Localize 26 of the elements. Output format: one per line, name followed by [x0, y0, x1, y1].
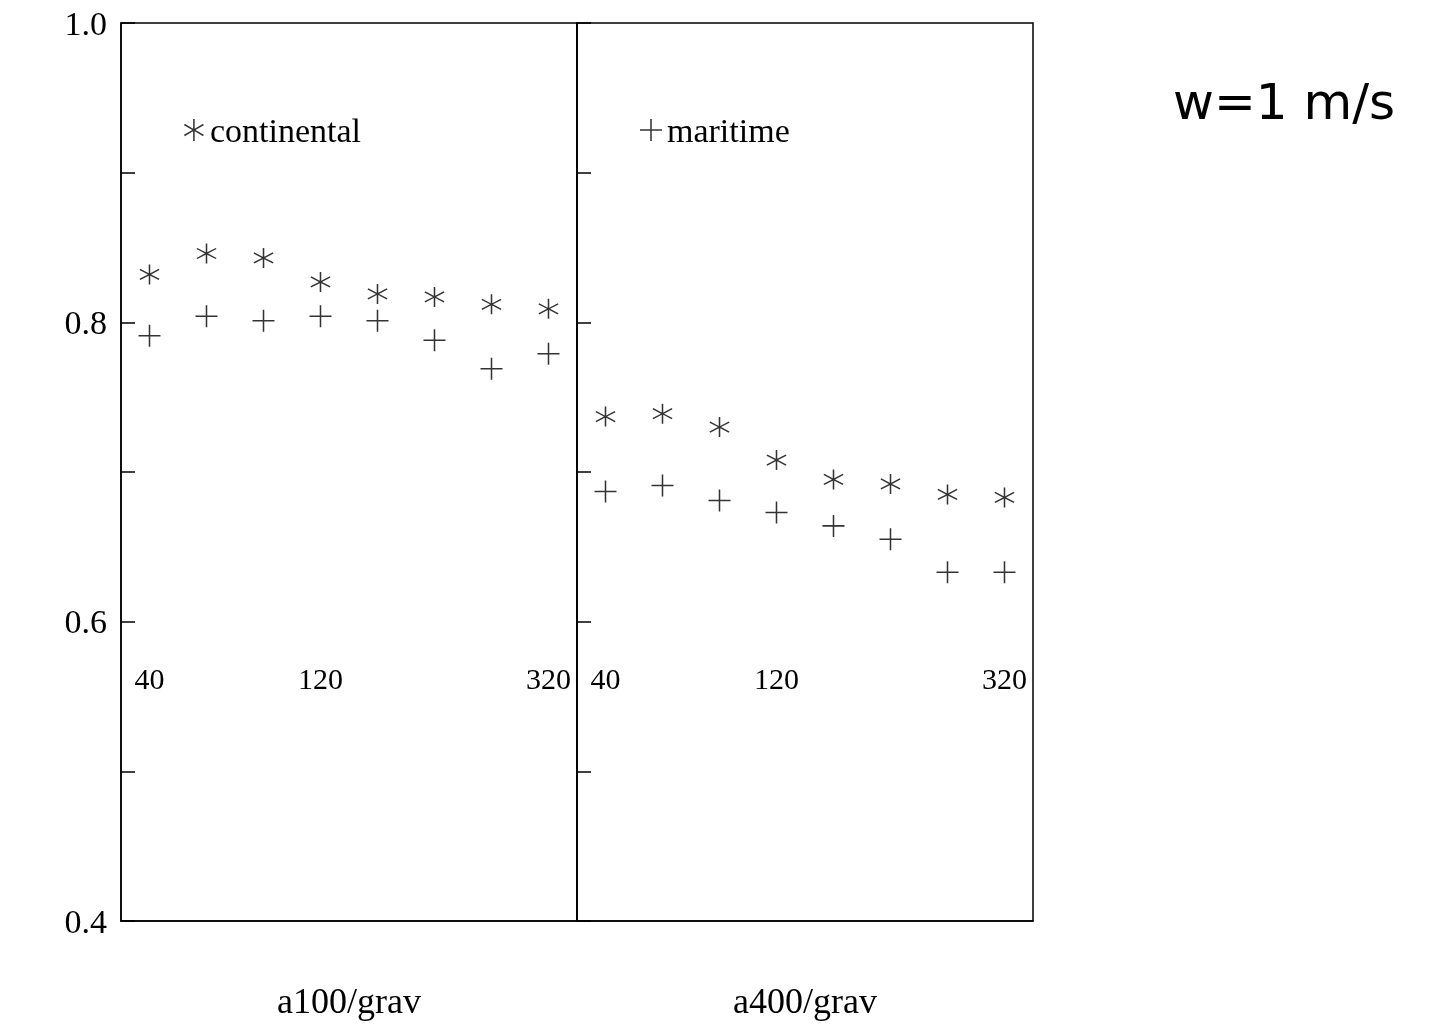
- text: w=1 m/s: [1173, 73, 1396, 131]
- x-tick-label: 320: [526, 661, 571, 695]
- y-tick-label: 0.6: [64, 603, 107, 641]
- point: [822, 514, 845, 537]
- legend-label: continental: [209, 111, 361, 149]
- point: [595, 406, 616, 427]
- x-tick-label: 120: [298, 661, 343, 695]
- point: [537, 342, 560, 365]
- x-tick-label: 320: [982, 661, 1027, 695]
- point: [366, 309, 389, 332]
- point: [652, 403, 673, 424]
- x-tick-label: 40: [134, 661, 165, 695]
- point: [367, 283, 388, 304]
- x-axis-title: a400/grav: [733, 981, 877, 1021]
- y-tick-label: 0.4: [64, 902, 107, 940]
- point: [480, 357, 503, 380]
- point: [138, 324, 161, 347]
- point: [538, 298, 559, 319]
- y-tick-label: 0.8: [64, 303, 107, 341]
- x-tick-label: 40: [590, 661, 621, 695]
- x-tick-label: 120: [754, 661, 799, 695]
- y-tick-label: 1.0: [64, 4, 107, 42]
- x-axis-title: a100/grav: [277, 981, 421, 1021]
- point: [424, 286, 445, 307]
- point: [252, 309, 275, 332]
- legend-label: maritime: [667, 111, 790, 149]
